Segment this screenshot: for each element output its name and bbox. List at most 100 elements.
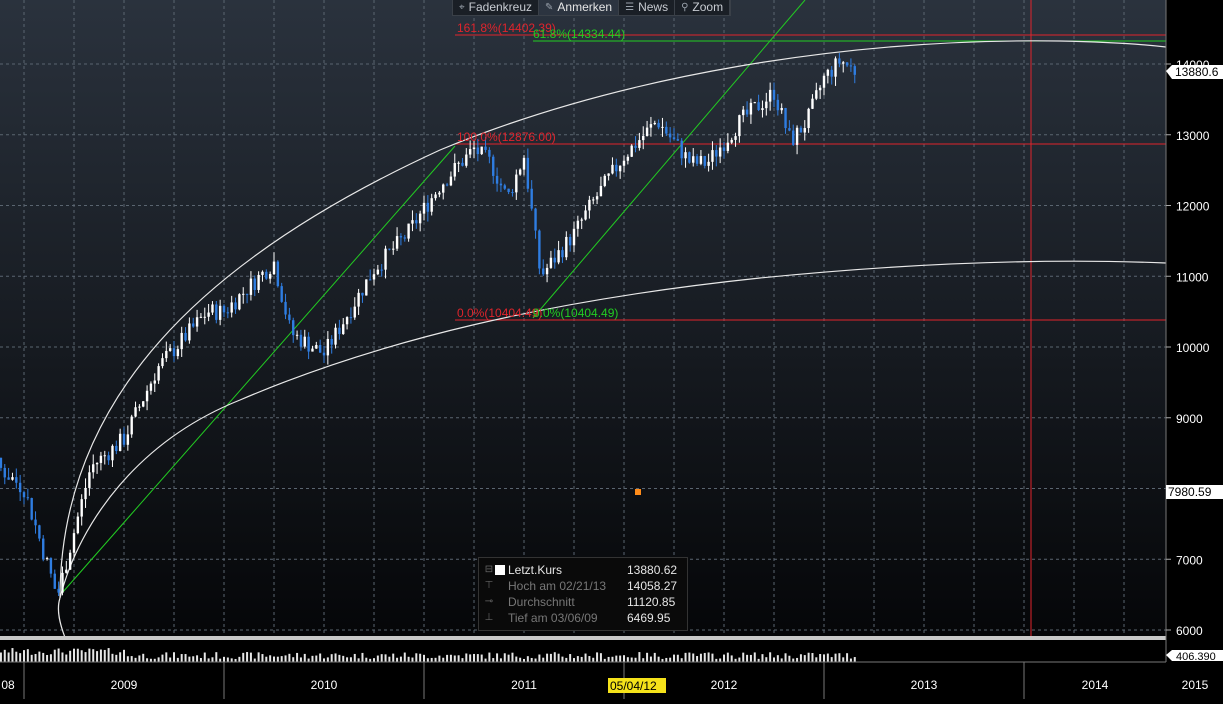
candle-body xyxy=(703,156,706,166)
candle-body xyxy=(492,156,495,176)
candle-body xyxy=(184,332,187,341)
news-button[interactable]: ☰ News xyxy=(619,0,676,15)
candle-body xyxy=(542,268,545,275)
candle-body xyxy=(315,345,318,349)
legend-box[interactable]: ⊟ Letzt.Kurs 13880.62 ⊤ Hoch am 02/21/13… xyxy=(478,557,688,631)
volume-bar xyxy=(261,654,264,662)
candle-body xyxy=(26,497,30,499)
volume-bar xyxy=(76,648,79,662)
candle-body xyxy=(711,150,714,162)
volume-bar xyxy=(580,656,583,662)
volume-bar xyxy=(696,656,699,662)
volume-bar xyxy=(3,649,6,662)
collapse-icon[interactable]: ⊟ xyxy=(484,564,494,575)
orange-marker[interactable] xyxy=(635,489,641,495)
fib-lines xyxy=(455,0,1166,640)
candle-body xyxy=(434,194,437,199)
volume-bar xyxy=(84,652,87,662)
candle-body xyxy=(592,199,595,201)
x-tick-label: 2010 xyxy=(311,678,338,692)
candle-body xyxy=(245,293,249,295)
volume-bar xyxy=(99,649,102,662)
candle-body xyxy=(211,304,214,313)
candle-body xyxy=(538,230,541,269)
marker-price-label: 7980.59 xyxy=(1168,485,1212,499)
x-tick-label: 2012 xyxy=(711,678,738,692)
volume-bar xyxy=(769,652,772,662)
candle-body xyxy=(288,314,291,321)
volume-bar xyxy=(199,658,202,662)
candle-body xyxy=(268,274,272,279)
y-tick-label: 10000 xyxy=(1176,341,1210,355)
candle-body xyxy=(376,269,380,275)
candle-body xyxy=(380,269,383,271)
volume-bar xyxy=(311,655,314,662)
volume-bar xyxy=(388,656,391,662)
volume-bar xyxy=(742,652,745,662)
y-tick-label: 9000 xyxy=(1176,412,1203,426)
volume-bar xyxy=(503,653,506,662)
volume-bar xyxy=(107,648,110,662)
candle-body xyxy=(138,406,141,408)
candle-body xyxy=(622,160,626,166)
candle-body xyxy=(568,236,572,246)
volume-bar xyxy=(142,653,145,662)
candle-body xyxy=(11,477,14,480)
volume-bar xyxy=(323,658,325,662)
volume-bar xyxy=(415,653,418,662)
x-tick-label: 2013 xyxy=(911,678,938,692)
volume-bar xyxy=(92,649,95,662)
volume-bar xyxy=(230,658,233,662)
crosshair-button[interactable]: ⌖ Fadenkreuz xyxy=(453,0,540,15)
volume-bar xyxy=(57,648,60,662)
volume-bar xyxy=(526,656,529,662)
crosshair-date-label: 05/04/12 xyxy=(610,679,657,693)
volume-bar xyxy=(153,658,156,662)
volume-bar xyxy=(273,656,275,662)
volume-bar xyxy=(569,654,572,662)
candle-body xyxy=(265,271,268,279)
candle-body xyxy=(126,434,130,445)
candle-body xyxy=(165,350,168,359)
volume-bar xyxy=(499,658,502,662)
volume-bar xyxy=(246,652,249,662)
volume-bar xyxy=(611,656,614,662)
volume-bar xyxy=(738,657,741,662)
volume-bar xyxy=(26,649,29,662)
candle-body xyxy=(722,147,726,151)
panel-divider[interactable] xyxy=(0,636,1223,640)
volume-bar xyxy=(257,652,260,662)
x-tick-label: 2015 xyxy=(1182,678,1209,692)
volume-bar xyxy=(715,658,718,662)
zoom-button[interactable]: ⚲ Zoom xyxy=(675,0,731,15)
volume-bar xyxy=(165,652,168,662)
candle-body xyxy=(788,128,791,131)
candle-body xyxy=(818,87,822,91)
candle-body xyxy=(203,316,206,318)
volume-bar xyxy=(603,658,606,662)
fib-label-61: 61.8%(14334.44) xyxy=(533,27,625,41)
volume-bar xyxy=(119,652,122,662)
volume-bar xyxy=(96,651,99,662)
volume-bar xyxy=(630,657,633,662)
candle-body xyxy=(407,223,410,239)
annotate-button[interactable]: ✎ Anmerken xyxy=(539,0,620,15)
candle-body xyxy=(584,210,587,220)
candle-body xyxy=(615,164,618,172)
candle-body xyxy=(230,302,233,313)
candle-body xyxy=(599,185,603,197)
volume-bar xyxy=(576,656,579,662)
volume-bar xyxy=(703,652,706,662)
volume-bar xyxy=(49,654,52,662)
volume-bar xyxy=(776,655,779,662)
volume-bar xyxy=(826,653,829,662)
pencil-icon: ✎ xyxy=(545,2,554,13)
volume-bar xyxy=(80,650,83,662)
candle-body xyxy=(626,156,630,161)
volume-bar xyxy=(734,658,737,662)
volume-bar xyxy=(365,657,368,662)
legend-row-low: ⊥ Tief am 03/06/09 6469.95 xyxy=(484,611,671,625)
volume-bar xyxy=(626,657,629,662)
